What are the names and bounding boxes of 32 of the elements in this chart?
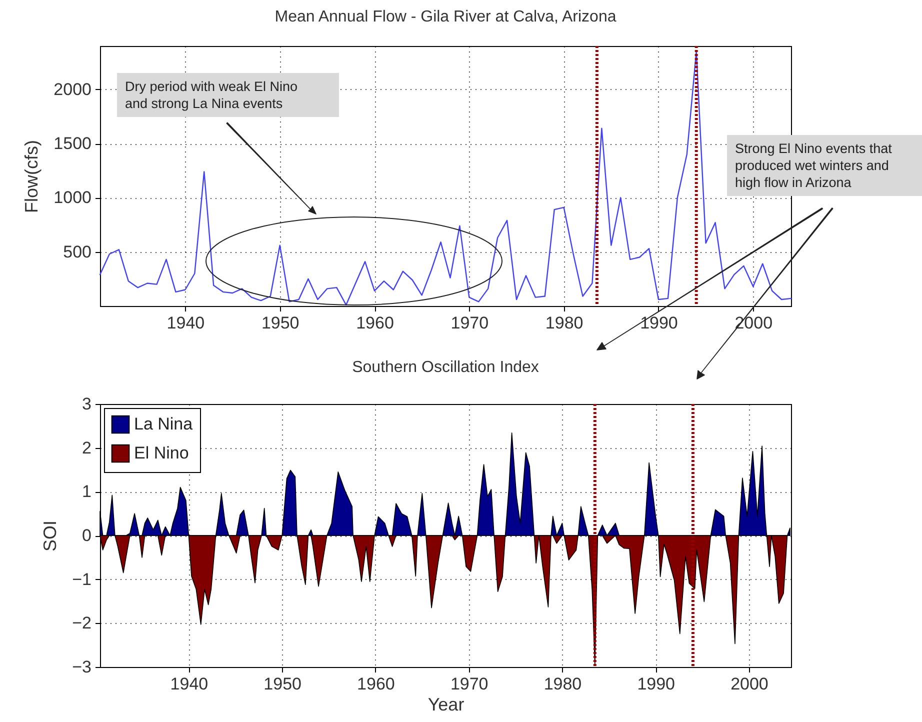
x-tick-label: 1950 — [264, 674, 302, 694]
y-tick-label: 3 — [82, 394, 92, 414]
y-tick-label: 1000 — [54, 188, 92, 208]
x-tick-label: 1950 — [261, 314, 300, 332]
y-tick-label: −2 — [72, 614, 92, 633]
x-tick-label: 1970 — [450, 674, 488, 694]
x-tick-label: 1980 — [544, 674, 582, 694]
x-axis-title: Year — [428, 694, 464, 714]
y-tick-label: 500 — [63, 242, 92, 262]
line-series — [99, 50, 792, 306]
chart-title: Mean Annual Flow - Gila River at Calva, Arizona — [274, 8, 616, 26]
x-tick-label: 1990 — [637, 674, 676, 694]
y-tick-label: 0 — [82, 526, 92, 545]
x-tick-label: 1990 — [640, 314, 678, 332]
y-tick-label: 2000 — [54, 80, 92, 99]
y-tick-label: 1 — [82, 482, 92, 502]
y-tick-label: 1500 — [54, 134, 92, 153]
x-tick-label: 1980 — [545, 314, 584, 332]
y-axis-title: Flow(cfs) — [22, 140, 42, 213]
y-tick-label: 2 — [82, 438, 92, 458]
y-axis-title: SOI — [40, 520, 60, 552]
y-tick-label: −3 — [72, 658, 92, 676]
legend-label: La Nina — [134, 414, 194, 434]
x-tick-label: 2000 — [730, 674, 768, 694]
y-tick-label: −1 — [72, 570, 92, 589]
x-tick-label: 1960 — [357, 674, 395, 694]
x-tick-label: 1940 — [166, 314, 205, 332]
x-tick-label: 1960 — [356, 314, 394, 332]
legend-label: El Nino — [134, 444, 189, 462]
x-tick-label: 1940 — [170, 674, 208, 694]
x-tick-label: 1970 — [450, 314, 489, 332]
chart-title: Southern Oscillation Index — [352, 359, 539, 376]
